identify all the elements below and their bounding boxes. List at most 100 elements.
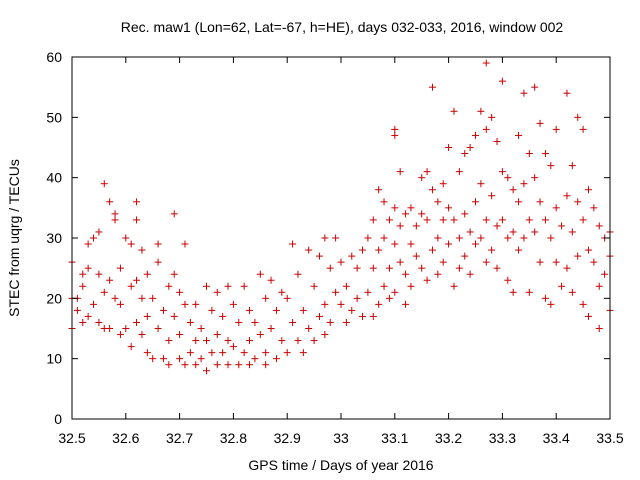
data-point — [251, 355, 259, 363]
data-point — [133, 198, 141, 206]
data-point — [213, 331, 221, 339]
data-point — [590, 258, 598, 266]
data-point — [348, 252, 356, 260]
data-point — [536, 198, 544, 206]
data-point — [305, 246, 313, 254]
data-point — [498, 216, 506, 224]
data-point — [391, 131, 399, 139]
data-point — [407, 204, 415, 212]
data-point — [262, 361, 270, 369]
data-point — [568, 162, 576, 170]
data-point — [515, 198, 523, 206]
data-point — [396, 258, 404, 266]
data-point — [186, 349, 194, 357]
data-point — [482, 125, 490, 133]
data-point — [337, 258, 345, 266]
data-point — [439, 180, 447, 188]
data-point — [133, 216, 141, 224]
data-point — [299, 349, 307, 357]
data-point — [138, 294, 146, 302]
data-point — [488, 246, 496, 254]
data-point — [326, 264, 334, 272]
data-point — [192, 300, 200, 308]
data-point — [364, 288, 372, 296]
data-point — [106, 276, 114, 284]
data-point — [428, 186, 436, 194]
data-point — [509, 288, 517, 296]
data-point — [525, 150, 533, 158]
data-point — [348, 306, 356, 314]
data-point — [428, 246, 436, 254]
data-point — [246, 361, 254, 369]
data-point — [95, 228, 103, 236]
data-point — [203, 367, 210, 375]
data-point — [531, 83, 539, 91]
y-tick-label: 40 — [46, 170, 62, 186]
data-point — [90, 234, 98, 242]
data-point — [423, 168, 431, 176]
data-point — [563, 192, 571, 200]
data-point — [504, 276, 512, 284]
data-point — [590, 204, 598, 212]
data-point — [272, 306, 280, 314]
data-point — [299, 306, 307, 314]
data-point — [423, 276, 431, 284]
data-point — [391, 125, 399, 133]
data-point — [402, 270, 410, 278]
data-point — [143, 349, 151, 357]
data-points — [68, 59, 614, 375]
data-point — [262, 349, 270, 357]
data-point — [154, 258, 162, 266]
data-point — [595, 222, 603, 230]
data-point — [493, 264, 501, 272]
data-point — [536, 258, 544, 266]
data-point — [305, 325, 313, 332]
data-point — [159, 306, 167, 314]
data-point — [106, 198, 114, 206]
data-point — [79, 270, 87, 278]
data-point — [488, 192, 496, 200]
data-point — [79, 318, 87, 326]
data-point — [203, 282, 210, 290]
data-point — [498, 168, 506, 176]
data-point — [547, 300, 555, 308]
data-point — [176, 288, 184, 296]
data-point — [181, 300, 189, 308]
x-tick-label: 33 — [333, 430, 349, 446]
data-point — [100, 288, 108, 296]
data-point — [197, 355, 205, 363]
data-point — [552, 125, 560, 133]
data-point — [402, 210, 410, 218]
data-point — [267, 325, 275, 332]
data-point — [574, 113, 582, 121]
data-point — [165, 361, 173, 369]
data-point — [488, 113, 496, 121]
data-point — [154, 240, 162, 248]
data-point — [369, 312, 377, 320]
plot-frame — [71, 56, 611, 420]
data-point — [143, 312, 151, 320]
data-point — [256, 331, 264, 339]
data-point — [385, 294, 393, 302]
data-point — [122, 325, 130, 332]
data-point — [321, 234, 329, 242]
data-point — [541, 150, 549, 158]
data-point — [396, 222, 404, 230]
data-point — [127, 282, 135, 290]
data-point — [461, 210, 469, 218]
data-point — [165, 282, 173, 290]
x-axis: 32.5 32.6 32.7 32.8 32.9 33 33.1 33.2 33.3 33.4 33… — [58, 57, 624, 446]
data-point — [579, 300, 587, 308]
data-point — [84, 264, 92, 272]
data-point — [251, 318, 259, 326]
data-point — [380, 282, 388, 290]
data-point — [418, 174, 426, 182]
data-point — [558, 282, 566, 290]
data-point — [224, 337, 232, 345]
data-point — [208, 349, 216, 357]
data-point — [547, 162, 555, 170]
data-point — [563, 89, 571, 97]
data-point — [541, 294, 549, 302]
data-point — [203, 337, 210, 345]
data-point — [385, 264, 393, 272]
